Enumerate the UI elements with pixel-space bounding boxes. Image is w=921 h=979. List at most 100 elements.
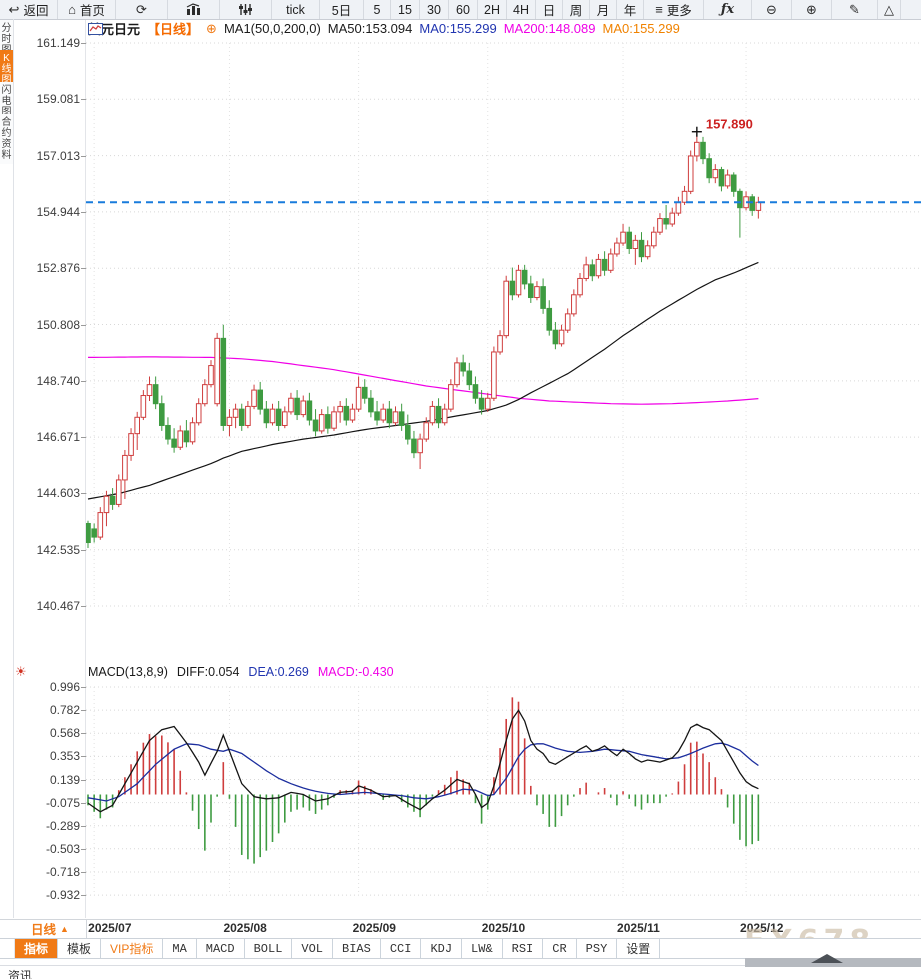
shape-tool-icon: △: [884, 2, 894, 17]
price-tick-mark: [81, 155, 86, 157]
news-label[interactable]: 资讯: [8, 969, 33, 979]
chart-style-button[interactable]: [168, 0, 220, 19]
period-60m-button[interactable]: 60: [449, 0, 478, 19]
period-5day-button[interactable]: 5日: [320, 0, 364, 19]
draw-tool-button[interactable]: ✎: [832, 0, 878, 19]
tab-kdj[interactable]: KDJ: [421, 939, 463, 958]
macd-tick-label: 0.782: [49, 703, 80, 718]
period-week-button[interactable]: 周: [563, 0, 590, 19]
price-axis-line: [85, 20, 86, 918]
macd-tick-label: -0.718: [45, 865, 80, 880]
macd-tick-label: -0.075: [45, 795, 80, 810]
add-indicator-icon[interactable]: ⊕: [206, 20, 217, 36]
period-5day-button-label: 5日: [331, 4, 352, 18]
back-button[interactable]: ↩ 返回: [0, 0, 58, 19]
macd-histogram: [87, 697, 760, 864]
period-year-button[interactable]: 年: [617, 0, 644, 19]
period-day-button-label: 日: [542, 4, 556, 18]
zoom-out-icon: ⊖: [766, 2, 777, 17]
tab-bias[interactable]: BIAS: [333, 939, 381, 958]
period-30m-button[interactable]: 30: [420, 0, 449, 19]
tab-cci[interactable]: CCI: [381, 939, 422, 958]
macd-tick-label: -0.932: [45, 888, 80, 903]
refresh-button[interactable]: ⟳: [116, 0, 168, 19]
period-30m-button-label: 30: [427, 2, 441, 17]
bottom-divider: [0, 965, 745, 966]
price-tick-mark: [81, 437, 86, 439]
zoom-in-button[interactable]: ⊕: [792, 0, 832, 19]
macd-chart[interactable]: [86, 663, 921, 915]
period-4h-button[interactable]: 4H: [507, 0, 536, 19]
collapse-arrow-icon[interactable]: [811, 954, 843, 963]
home-icon: ⌂: [68, 2, 76, 17]
sidebar-item-lightning-chart[interactable]: 闪电图: [0, 82, 13, 121]
period-4h-button-label: 4H: [513, 2, 529, 17]
price-tick-mark: [81, 606, 86, 608]
period-2h-button[interactable]: 2H: [478, 0, 507, 19]
macd-gridlines: [86, 686, 921, 896]
indicator-sliders-button[interactable]: [220, 0, 272, 19]
macd-tick-mark: [81, 756, 86, 758]
horizontal-scrollbar[interactable]: [745, 954, 921, 967]
date-axis-label: 2025/12: [740, 921, 784, 935]
period-day-button[interactable]: 日: [536, 0, 563, 19]
price-tick-mark: [81, 324, 86, 326]
ma50-value: MA50:153.094: [327, 21, 413, 36]
macd-header-row: MACD(13,8,9) DIFF:0.054 DEA:0.269 MACD:-0.4…: [88, 665, 394, 679]
date-axis-label: 2025/10: [481, 921, 526, 935]
tab-psy[interactable]: PSY: [577, 939, 618, 958]
macd-tick-label: 0.139: [49, 772, 80, 787]
more-button[interactable]: ≡ 更多: [644, 0, 704, 19]
period-selector[interactable]: 日线 ▲: [14, 919, 87, 938]
sun-indicator-icon[interactable]: ☀: [15, 664, 27, 679]
tab-boll[interactable]: BOLL: [245, 939, 293, 958]
date-axis-label: 2025/07: [88, 921, 132, 935]
period-60m-button-label: 60: [456, 2, 470, 17]
tab-vol[interactable]: VOL: [292, 939, 334, 958]
macd-tick-label: -0.503: [45, 841, 80, 856]
tab-indicators[interactable]: 指标: [15, 939, 59, 958]
period-5m-button[interactable]: 5: [364, 0, 391, 19]
macd-value: MACD:-0.430: [317, 665, 394, 679]
shape-tool-button[interactable]: △: [878, 0, 901, 19]
refresh-icon: ⟳: [136, 2, 147, 17]
period-month-button[interactable]: 月: [590, 0, 617, 19]
mini-chart-icon: [88, 22, 103, 35]
ma200-value: MA200:148.089: [503, 21, 596, 36]
tick-period-button[interactable]: tick: [272, 0, 320, 19]
home-button-label: 首页: [79, 4, 105, 18]
home-button[interactable]: ⌂ 首页: [58, 0, 116, 19]
period-year-button-label: 年: [623, 4, 637, 18]
x-axis-row: [0, 919, 921, 939]
tabs-left-spacer: [0, 939, 15, 958]
tab-lw[interactable]: LW&: [462, 939, 503, 958]
fx-indicator-button[interactable]: ƒx: [704, 0, 752, 19]
price-tick-mark: [81, 380, 86, 382]
period-month-button-label: 月: [596, 4, 610, 18]
price-tick-label: 142.535: [36, 542, 80, 557]
tab-settings[interactable]: 设置: [617, 939, 661, 958]
period-15m-button[interactable]: 15: [391, 0, 420, 19]
tab-rsi[interactable]: RSI: [503, 939, 544, 958]
sidebar-item-kline-chart[interactable]: K线图: [0, 50, 13, 89]
date-axis-label: 2025/08: [223, 921, 267, 935]
candlestick-chart[interactable]: 157.890: [86, 36, 921, 660]
macd-tick-label: -0.289: [45, 818, 80, 833]
tab-macd[interactable]: MACD: [197, 939, 245, 958]
zoom-out-button[interactable]: ⊖: [752, 0, 792, 19]
fx-indicator-icon: ƒx: [720, 2, 735, 17]
price-tick-mark: [81, 99, 86, 101]
price-tick-label: 154.944: [36, 204, 80, 219]
tab-vip-indicators[interactable]: VIP指标: [101, 939, 164, 958]
macd-tick-mark: [81, 825, 86, 827]
period-selector-label: 日线: [31, 923, 57, 937]
sidebar-item-contract-info[interactable]: 合约资料: [0, 114, 13, 164]
date-axis-label: 2025/09: [352, 921, 396, 935]
macd-tick-label: 0.568: [49, 726, 80, 741]
price-tick-label: 148.740: [36, 373, 80, 388]
back-icon: ↩: [8, 2, 20, 17]
tab-cr[interactable]: CR: [543, 939, 577, 958]
price-tick-mark: [81, 211, 86, 213]
tab-ma[interactable]: MA: [163, 939, 197, 958]
tab-templates[interactable]: 模板: [58, 939, 102, 958]
